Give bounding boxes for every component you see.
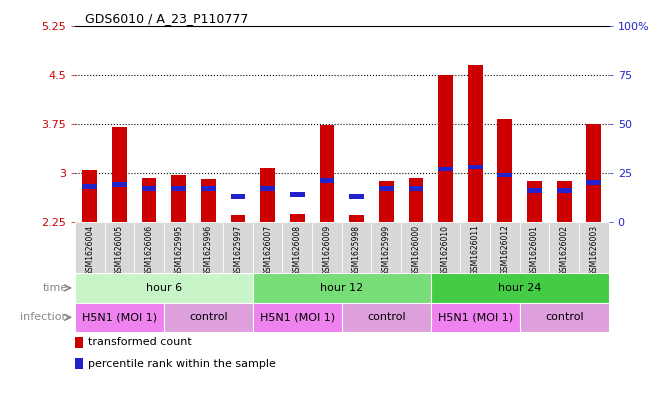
Bar (379, 182, 394, 222)
Bar (379, 186, 394, 191)
Bar (468, 65, 482, 222)
Text: GSM1626004: GSM1626004 (85, 224, 94, 276)
Bar (75, 303, 164, 332)
Bar (230, 215, 245, 222)
Bar (75, 273, 253, 303)
Bar (468, 165, 482, 169)
Text: GSM1626007: GSM1626007 (263, 224, 272, 276)
Bar (75, 337, 83, 348)
Text: GSM1625997: GSM1625997 (234, 224, 242, 276)
Bar (372, 222, 401, 273)
Bar (320, 178, 335, 183)
Text: GSM1626006: GSM1626006 (145, 224, 154, 276)
Text: control: control (367, 312, 406, 322)
Bar (75, 358, 83, 369)
Bar (223, 222, 253, 273)
Bar (283, 222, 312, 273)
Bar (260, 186, 275, 191)
Text: GSM1626001: GSM1626001 (530, 224, 539, 275)
Text: GSM1625995: GSM1625995 (174, 224, 183, 276)
Bar (409, 186, 423, 191)
Bar (142, 178, 156, 222)
Text: GSM1626002: GSM1626002 (560, 224, 569, 275)
Text: GSM1626011: GSM1626011 (471, 224, 480, 275)
Bar (253, 222, 283, 273)
Bar (105, 222, 134, 273)
Bar (557, 181, 572, 222)
Bar (497, 173, 512, 177)
Bar (201, 186, 215, 191)
Bar (438, 167, 453, 171)
Bar (490, 222, 519, 273)
Text: GSM1626012: GSM1626012 (501, 224, 509, 275)
Bar (75, 222, 105, 273)
Text: GSM1626000: GSM1626000 (411, 224, 421, 276)
Bar (290, 192, 305, 197)
Bar (82, 170, 97, 222)
Text: hour 24: hour 24 (498, 283, 542, 293)
Bar (171, 175, 186, 222)
Text: GSM1626009: GSM1626009 (322, 224, 331, 276)
Bar (409, 178, 423, 222)
Text: control: control (189, 312, 228, 322)
Text: control: control (545, 312, 583, 322)
Text: percentile rank within the sample: percentile rank within the sample (88, 359, 275, 369)
Bar (260, 168, 275, 222)
Bar (401, 222, 431, 273)
Text: hour 6: hour 6 (146, 283, 182, 293)
Text: H5N1 (MOI 1): H5N1 (MOI 1) (260, 312, 335, 322)
Bar (527, 182, 542, 222)
Bar (579, 222, 609, 273)
Bar (431, 303, 519, 332)
Bar (438, 75, 453, 222)
Text: GSM1626010: GSM1626010 (441, 224, 450, 275)
Bar (431, 273, 609, 303)
Text: transformed count: transformed count (88, 338, 191, 347)
Bar (519, 222, 549, 273)
Bar (164, 303, 253, 332)
Bar (587, 124, 602, 222)
Text: hour 12: hour 12 (320, 283, 363, 293)
Bar (349, 194, 364, 199)
Bar (253, 303, 342, 332)
Text: GSM1626008: GSM1626008 (293, 224, 302, 275)
Bar (230, 194, 245, 199)
Text: GSM1625996: GSM1625996 (204, 224, 213, 276)
Bar (431, 222, 460, 273)
Bar (519, 303, 609, 332)
Bar (342, 222, 372, 273)
Text: GSM1625998: GSM1625998 (352, 224, 361, 275)
Bar (290, 214, 305, 222)
Bar (312, 222, 342, 273)
Bar (342, 303, 431, 332)
Text: infection: infection (20, 312, 68, 322)
Bar (549, 222, 579, 273)
Bar (349, 215, 364, 222)
Bar (134, 222, 164, 273)
Bar (82, 184, 97, 189)
Text: GSM1626005: GSM1626005 (115, 224, 124, 276)
Text: GDS6010 / A_23_P110777: GDS6010 / A_23_P110777 (85, 12, 248, 25)
Text: H5N1 (MOI 1): H5N1 (MOI 1) (82, 312, 157, 322)
Text: GSM1626003: GSM1626003 (589, 224, 598, 276)
Bar (497, 119, 512, 222)
Bar (171, 186, 186, 191)
Bar (193, 222, 223, 273)
Bar (142, 186, 156, 191)
Bar (112, 127, 127, 222)
Bar (112, 182, 127, 187)
Bar (557, 188, 572, 193)
Bar (201, 180, 215, 222)
Bar (320, 125, 335, 222)
Text: time: time (43, 283, 68, 293)
Bar (460, 222, 490, 273)
Text: H5N1 (MOI 1): H5N1 (MOI 1) (437, 312, 513, 322)
Bar (253, 273, 431, 303)
Bar (587, 180, 602, 185)
Bar (527, 188, 542, 193)
Text: GSM1625999: GSM1625999 (381, 224, 391, 276)
Bar (164, 222, 193, 273)
